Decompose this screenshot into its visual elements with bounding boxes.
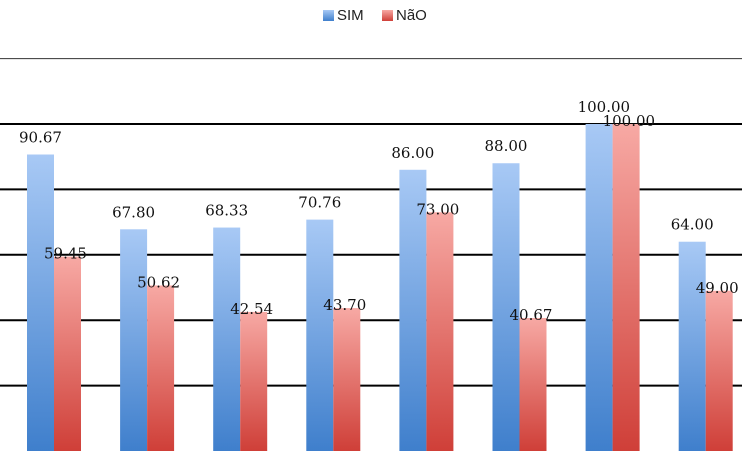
bar-nao-6 bbox=[519, 318, 547, 451]
bar-sim-5 bbox=[399, 169, 427, 451]
bar-sim-3 bbox=[213, 227, 241, 451]
legend-swatch-sim bbox=[323, 10, 334, 21]
bar-sim-1 bbox=[27, 154, 54, 451]
data-label-sim-5: 86.00 bbox=[391, 144, 434, 162]
bar-nao-2 bbox=[147, 285, 175, 451]
data-label-sim-2: 67.80 bbox=[112, 203, 155, 221]
data-label-sim-4: 70.76 bbox=[298, 194, 341, 212]
legend-label-nao: NãO bbox=[396, 7, 427, 24]
bar-sim-2 bbox=[120, 229, 148, 451]
legend: SIM NãO bbox=[323, 7, 427, 24]
bar-sim-6 bbox=[492, 163, 520, 451]
bar-nao-5 bbox=[426, 212, 454, 451]
data-label-nao-2: 50.62 bbox=[137, 273, 180, 291]
data-label-nao-5: 73.00 bbox=[416, 200, 459, 218]
data-label-sim-8: 64.00 bbox=[671, 216, 714, 234]
bar-sim-7 bbox=[585, 124, 613, 451]
bar-nao-3 bbox=[240, 311, 268, 451]
data-label-nao-6: 40.67 bbox=[510, 306, 553, 324]
bar-nao-4 bbox=[333, 308, 361, 451]
bars bbox=[27, 124, 733, 451]
data-label-nao-4: 43.70 bbox=[323, 296, 366, 314]
bar-sim-4 bbox=[306, 219, 334, 451]
value-labels: 90.67 67.80 68.33 70.76 86.00 88.00 100.00 64.0… bbox=[19, 98, 739, 324]
data-label-sim-1: 90.67 bbox=[19, 129, 62, 147]
bar-nao-7 bbox=[612, 124, 640, 451]
data-label-nao-3: 42.54 bbox=[230, 300, 273, 318]
legend-label-sim: SIM bbox=[337, 7, 364, 24]
data-label-nao-7: 100.00 bbox=[603, 112, 656, 130]
data-label-sim-3: 68.33 bbox=[205, 202, 248, 220]
bar-nao-8 bbox=[705, 290, 733, 451]
data-label-sim-7: 100.00 bbox=[578, 98, 631, 116]
data-label-sim-6: 88.00 bbox=[485, 137, 528, 155]
data-label-nao-1: 59.45 bbox=[44, 245, 87, 263]
legend-swatch-nao bbox=[382, 10, 393, 21]
data-label-nao-8: 49.00 bbox=[696, 279, 739, 297]
bar-sim-8 bbox=[678, 241, 706, 451]
bar-nao-1 bbox=[54, 256, 81, 451]
